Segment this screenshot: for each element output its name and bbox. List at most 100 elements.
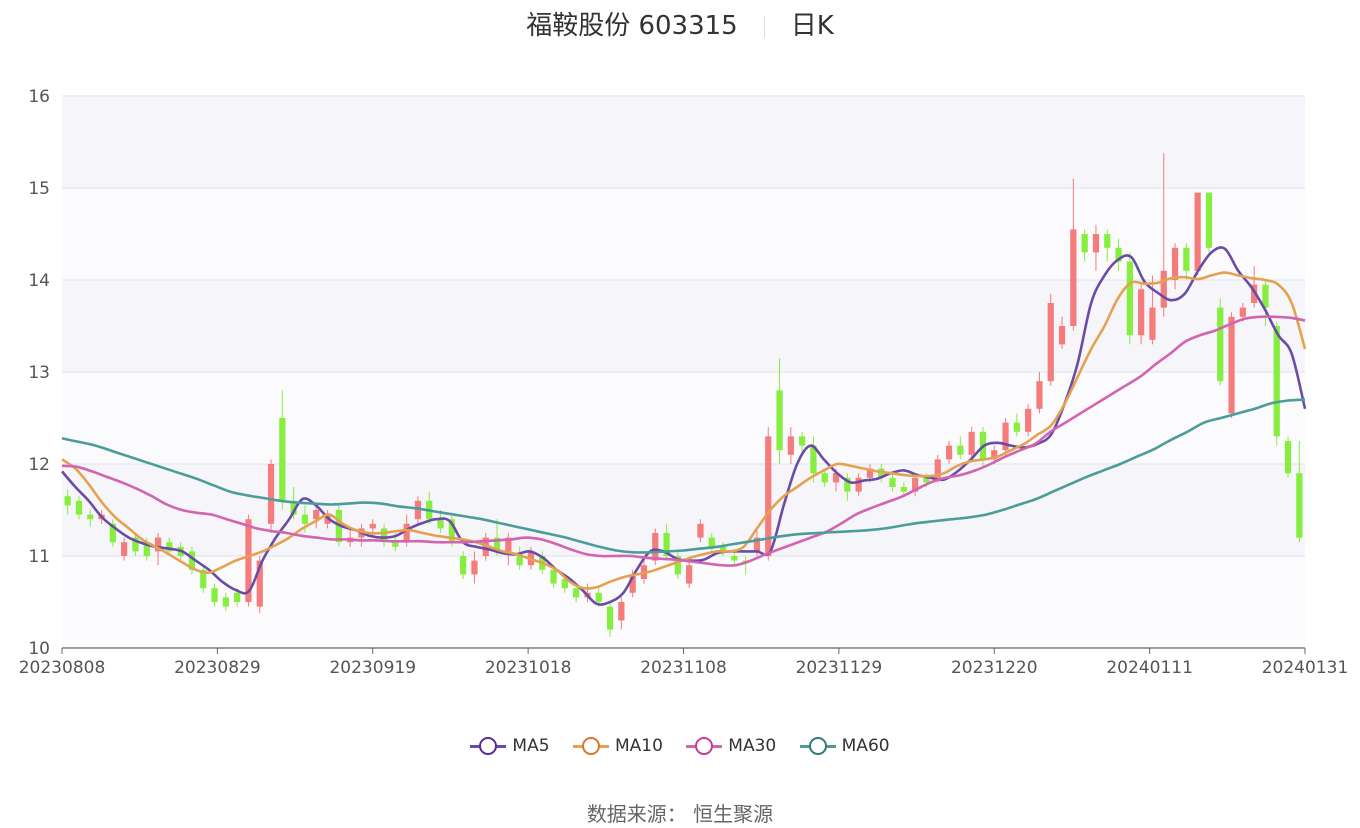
candle-body [403,523,410,543]
legend-label: MA60 [841,736,890,756]
candle-body [799,436,806,446]
candle-body [143,542,150,556]
candle-body [1036,381,1043,409]
candle-body [1296,473,1303,538]
candle-body [866,468,874,478]
x-tick-label: 20240131 [1262,658,1349,678]
y-tick-label: 13 [28,363,50,383]
candle-body [234,592,241,602]
candle-body [1138,289,1145,336]
candle-body [606,606,614,630]
candle-body [618,602,625,621]
candle-body [87,514,94,520]
candle-body [279,418,286,501]
candle-body [188,551,196,570]
y-tick-label: 15 [28,179,50,199]
y-tick-label: 10 [28,639,50,659]
legend-item-ma10[interactable]: MA10 [572,736,663,756]
legend-item-ma60[interactable]: MA60 [799,736,890,756]
candle-body [968,431,975,455]
grid-band [62,372,1305,464]
grid-band [62,280,1305,372]
data-source: 数据来源： 恒生聚源 [586,802,774,826]
candle-body [957,445,964,455]
candle-body [471,560,478,575]
ma5-legend-icon [470,736,507,756]
candle-body [561,579,568,589]
candle-body [1025,408,1032,432]
candle-body [934,459,941,478]
legend-label: MA30 [728,736,777,756]
candle-body [1058,326,1066,345]
candle-body [290,500,297,515]
grid-band [62,556,1305,648]
legend-item-ma5[interactable]: MA5 [470,736,550,756]
candle-body [1149,307,1156,340]
candle-body [663,533,670,556]
x-tick-label: 20230919 [329,658,416,678]
y-tick-label: 16 [28,87,50,107]
candle-body [64,496,71,506]
x-tick-label: 20230829 [174,658,261,678]
candle-body [1262,284,1269,308]
candle-body [776,390,783,451]
x-tick-label: 20231108 [640,658,727,678]
candle-body [414,500,422,520]
chart-title: 福鞍股份 603315 日K [0,6,1360,46]
candle-body [697,523,704,538]
candle-body [1047,303,1054,382]
candle-body [1194,192,1201,271]
candle-body [1217,307,1224,382]
plot-background [62,96,1305,648]
x-tick-label: 20230808 [19,658,106,678]
candle-body [109,523,116,543]
ma60-line [61,398,1306,554]
candle-body [245,519,252,602]
candle-body [505,537,512,552]
candle-body [652,533,659,561]
candle-body [1070,229,1077,326]
x-tick-label: 20231220 [951,658,1038,678]
candle-body [482,537,489,556]
candle-body [121,542,128,556]
candle-body [753,537,761,552]
candle-body [674,556,681,575]
candle-body [1284,441,1292,474]
candle-body [313,510,320,520]
candle-body [493,537,501,552]
period-label: 日K [790,11,834,41]
candle-body [991,450,998,460]
ma10-legend-icon [572,736,609,756]
ma60-legend-icon [799,736,836,756]
candle-body [832,473,840,483]
candle-body [573,588,580,598]
candle-body [1228,316,1235,414]
candle-body [844,477,851,492]
grid-band [62,96,1305,188]
candle-body [765,436,772,556]
candle-body [1126,261,1133,336]
y-axis: 10 11 12 13 14 15 16 [28,87,50,659]
candle-body [437,519,444,529]
candle-body [380,528,388,543]
x-tick-label: 20240111 [1106,658,1193,678]
candle-body [595,592,602,602]
candle-body [1104,234,1111,248]
legend-label: MA5 [512,736,550,756]
legend-item-ma30[interactable]: MA30 [686,736,776,756]
candle-body [75,500,83,515]
candle-body [1273,326,1280,437]
candle-body [900,487,907,492]
candle-body [1160,270,1167,308]
title-divider [763,15,765,38]
candle-body [855,477,862,492]
candle-body [132,537,139,552]
candle-body [448,519,455,543]
candle-body [267,464,275,524]
x-tick-label: 20231018 [485,658,572,678]
candle-body [731,556,738,561]
candle-body [550,569,557,584]
y-tick-label: 11 [28,547,50,567]
x-tick-label: 20231129 [796,658,883,678]
stock-name-code: 福鞍股份 603315 [526,11,738,41]
